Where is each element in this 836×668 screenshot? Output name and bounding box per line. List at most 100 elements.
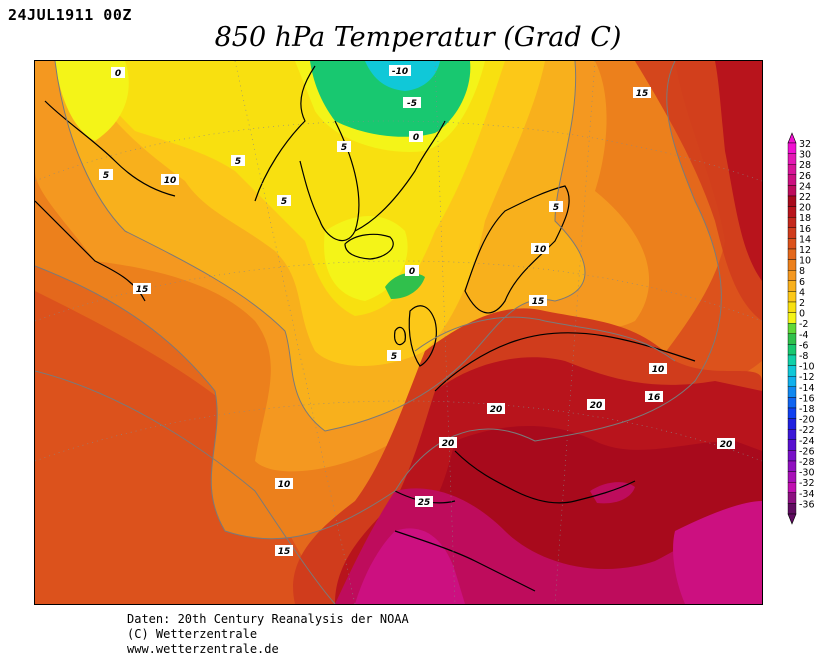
legend-label: 30 xyxy=(799,150,811,161)
contour-label-text: 15 xyxy=(532,297,545,307)
contour-label-24: 25 xyxy=(415,496,433,508)
contour-label-19: 20 xyxy=(487,403,505,415)
zone-24-hot-spot xyxy=(590,482,635,504)
legend-swatch xyxy=(787,354,797,366)
coast-iceland xyxy=(344,233,394,260)
coast-britain xyxy=(394,305,437,367)
legend-label: 32 xyxy=(799,139,811,150)
contour-label-23: 10 xyxy=(275,478,293,490)
contour-label-text: -10 xyxy=(392,67,408,77)
legend-swatch xyxy=(787,238,797,250)
legend-label: -6 xyxy=(799,340,808,351)
legend-label: 0 xyxy=(799,309,805,320)
coast-scandinavia xyxy=(464,185,570,314)
legend-swatch xyxy=(787,291,797,303)
legend-swatch xyxy=(787,164,797,176)
contour-label-text: 5 xyxy=(553,203,559,213)
legend-label: 24 xyxy=(799,181,811,192)
legend-swatch xyxy=(787,269,797,281)
legend-label: -8 xyxy=(799,351,808,362)
contour-label-6: 5 xyxy=(231,155,245,167)
legend-label: 22 xyxy=(799,192,811,203)
contour-label-text: 15 xyxy=(136,285,149,295)
contour-label-text: 15 xyxy=(278,547,291,557)
legend-label: -20 xyxy=(799,415,815,426)
zone-26-africa-b xyxy=(673,501,762,604)
legend-swatch xyxy=(787,259,797,271)
contour-label-text: 20 xyxy=(442,439,455,449)
legend-label: 4 xyxy=(799,287,805,298)
legend-label: -24 xyxy=(799,436,815,447)
legend-label: -4 xyxy=(799,330,808,341)
contour-label-8: 5 xyxy=(99,169,113,181)
legend-swatch xyxy=(787,439,797,451)
legend-label: -34 xyxy=(799,489,815,500)
legend-label: 2 xyxy=(799,298,805,309)
legend-label: -16 xyxy=(799,393,815,404)
coast-africa xyxy=(394,530,536,592)
legend-swatch xyxy=(787,450,797,462)
credits-line-copyright: (C) Wetterzentrale xyxy=(127,627,258,641)
contour-label-text: 0 xyxy=(409,267,415,277)
contour-lines xyxy=(35,61,722,604)
legend-label: 26 xyxy=(799,171,811,182)
contour-label-1: 0 xyxy=(111,67,125,79)
contour-label-2: -10 xyxy=(389,65,411,77)
coast-northamerica xyxy=(35,100,176,302)
contour-label-text: -5 xyxy=(407,99,417,109)
legend-swatch xyxy=(787,503,797,515)
legend-swatch xyxy=(787,375,797,387)
contour-label-5: 15 xyxy=(633,87,651,99)
zone-green-blob xyxy=(385,272,425,299)
legend-label: 6 xyxy=(799,277,805,288)
contour-label-text: 20 xyxy=(720,440,733,450)
credits-line-data: Daten: 20th Century Reanalysis der NOAA xyxy=(127,612,409,626)
graticule xyxy=(35,61,762,604)
legend-label: -10 xyxy=(799,362,815,373)
contour-label-4: 0 xyxy=(409,131,423,143)
legend-swatch xyxy=(787,460,797,472)
contour-label-text: 25 xyxy=(418,498,431,508)
legend-swatch xyxy=(787,386,797,398)
contour-label-18: 16 xyxy=(645,391,663,403)
contour-label-11: 5 xyxy=(549,201,563,213)
contour-label-text: 5 xyxy=(281,197,287,207)
legend-swatch xyxy=(787,153,797,165)
legend-swatch xyxy=(787,322,797,334)
contour-label-text: 10 xyxy=(534,245,547,255)
contour-label-text: 5 xyxy=(103,171,109,181)
legend-swatch xyxy=(787,216,797,228)
legend-swatch xyxy=(787,429,797,441)
legend-label: 8 xyxy=(799,266,805,277)
contour-label-7: 5 xyxy=(337,141,351,153)
credits: Daten: 20th Century Reanalysis der NOAA … xyxy=(127,612,409,657)
legend-swatch xyxy=(787,397,797,409)
legend-svg: 32302826242220181614121086420-2-4-6-8-10… xyxy=(787,132,815,525)
legend-swatch xyxy=(787,333,797,345)
contour-label-text: 5 xyxy=(341,143,347,153)
contour-label-9: 10 xyxy=(161,174,179,186)
contour-label-text: 10 xyxy=(652,365,665,375)
contour-label-15: 15 xyxy=(529,295,547,307)
legend-label: -36 xyxy=(799,499,815,510)
legend-swatch xyxy=(787,482,797,494)
contour-label-14: 0 xyxy=(405,265,419,277)
legend-label: 10 xyxy=(799,256,811,267)
legend-swatch xyxy=(787,174,797,186)
legend-swatch xyxy=(787,195,797,207)
legend-label: 16 xyxy=(799,224,811,235)
legend-swatch xyxy=(787,407,797,419)
contour-label-3: -5 xyxy=(403,97,421,109)
zone-20-east xyxy=(715,61,762,281)
contour-labels: 0 -10 -5 0 15 5 5 5 10 5 5 10 15 0 15 5 … xyxy=(99,65,735,557)
contour-label-text: 10 xyxy=(164,176,177,186)
legend-swatch xyxy=(787,312,797,324)
contour-label-13: 15 xyxy=(133,283,151,295)
contour-label-text: 20 xyxy=(490,405,503,415)
legend-label: -22 xyxy=(799,425,815,436)
legend-label: -2 xyxy=(799,319,808,330)
legend-label: 14 xyxy=(799,234,811,245)
credits-line-url[interactable]: www.wetterzentrale.de xyxy=(127,642,279,656)
zone-cold-green xyxy=(310,61,471,137)
legend-swatch xyxy=(787,301,797,313)
